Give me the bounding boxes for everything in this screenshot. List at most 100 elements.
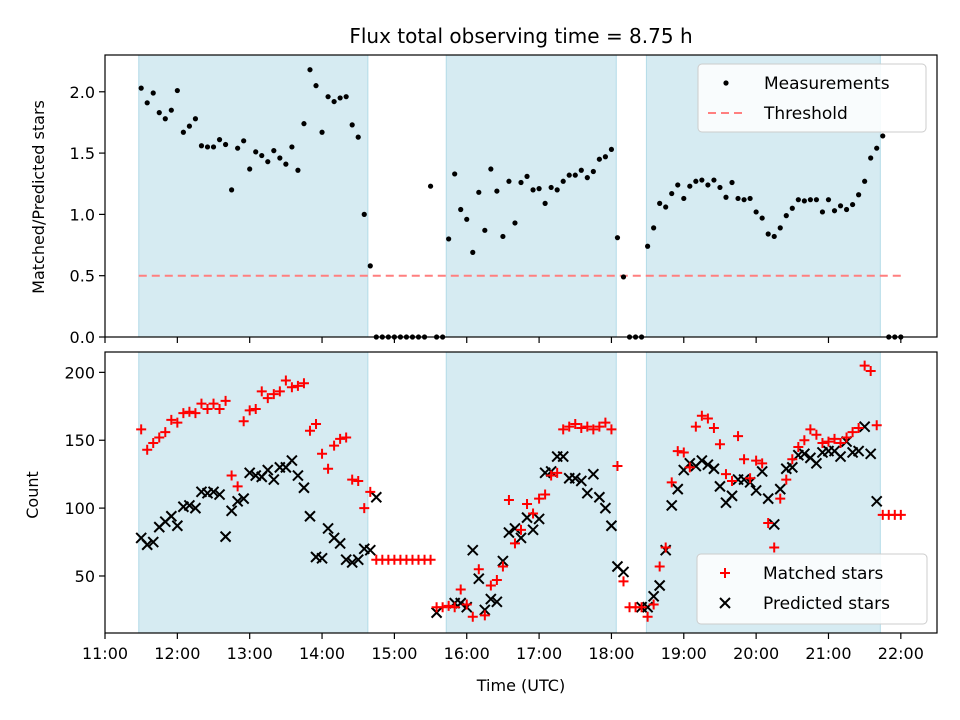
bottom-shade-0	[138, 351, 369, 634]
measurement-point	[204, 144, 211, 150]
matched-star-point	[142, 444, 153, 455]
predicted-star-point	[165, 510, 178, 522]
matched-star-point	[606, 424, 617, 435]
predicted-star-point	[364, 544, 376, 556]
top-panel: 0.00.51.01.52.0 Matched/Predicted stars …	[29, 54, 938, 347]
predicted-star-point	[298, 482, 310, 494]
measurement-point	[150, 90, 156, 96]
matched-star-point	[298, 378, 309, 389]
measurement-point	[313, 83, 319, 89]
matched-star-point	[720, 469, 731, 480]
matched-star-point	[690, 421, 701, 432]
measurement-point	[801, 198, 807, 204]
matched-star-point	[612, 461, 623, 472]
matched-star-point	[232, 481, 243, 492]
matched-star-point	[528, 508, 539, 519]
matched-star-point	[769, 542, 780, 553]
predicted-star-point	[509, 522, 521, 535]
predicted-star-point	[316, 552, 328, 565]
predicted-star-point	[213, 488, 226, 501]
matched-star-point	[304, 425, 315, 436]
measurement-point	[614, 235, 621, 241]
predicted-star-point	[268, 473, 280, 486]
predicted-star-point	[557, 450, 569, 463]
measurement-point	[343, 94, 349, 100]
measurement-point	[337, 95, 343, 101]
matched-star-point	[847, 427, 858, 438]
matched-star-point	[522, 499, 533, 510]
x-tick-label: 18:00	[588, 644, 634, 663]
measurement-point	[663, 204, 669, 210]
predicted-star-point	[569, 472, 581, 484]
x-tick-label: 12:00	[154, 644, 200, 663]
measurement-point	[452, 171, 458, 177]
predicted-star-point	[702, 458, 714, 471]
matched-star-point	[497, 561, 508, 572]
predicted-star-point	[225, 505, 238, 517]
matched-star-point	[775, 493, 786, 504]
measurement-point	[819, 209, 826, 215]
bottom-y-tick-label: 100	[64, 499, 95, 518]
measurement-point	[651, 225, 657, 231]
matched-star-point	[799, 435, 810, 446]
matched-star-point	[727, 475, 738, 486]
measurement-point	[156, 110, 162, 116]
bottom-legend-marker	[720, 568, 730, 578]
measurement-point	[789, 205, 795, 211]
matched-star-point	[244, 405, 255, 416]
measurement-point	[355, 134, 361, 140]
measurement-point	[259, 152, 265, 159]
measurement-point	[253, 149, 259, 155]
predicted-star-point	[653, 579, 666, 592]
matched-star-point	[323, 463, 334, 474]
predicted-star-point	[726, 490, 738, 502]
matched-star-point	[841, 432, 852, 443]
matched-star-point	[136, 424, 147, 435]
matched-star-point	[666, 477, 677, 488]
predicted-star-point	[322, 522, 334, 535]
matched-star-point	[509, 538, 520, 549]
matched-star-point	[329, 440, 340, 451]
bottom-legend-box	[696, 553, 928, 625]
matched-star-point	[793, 442, 804, 453]
x-tick-label: 22:00	[878, 644, 924, 663]
matched-star-point	[570, 418, 581, 429]
measurement-point	[735, 195, 741, 202]
matched-star-point	[280, 375, 291, 386]
top-y-tick-label: 0.0	[70, 328, 95, 347]
matched-star-point	[467, 611, 478, 622]
matched-star-point	[588, 424, 599, 435]
measurement-point	[669, 190, 675, 197]
matched-star-point	[540, 489, 551, 500]
predicted-star-point	[871, 495, 883, 508]
matched-star-point	[455, 584, 466, 595]
predicted-star-point	[231, 495, 244, 508]
matched-star-point	[733, 431, 744, 442]
measurement-point	[880, 133, 886, 139]
matched-star-point	[503, 494, 514, 505]
measurement-point	[566, 172, 572, 178]
matched-star-point	[660, 542, 671, 553]
matched-star-point	[214, 404, 225, 415]
measurement-point	[138, 85, 144, 91]
matched-star-point	[636, 602, 647, 613]
top-shade-1	[445, 54, 617, 338]
predicted-star-point	[587, 468, 600, 480]
matched-star-point	[479, 610, 490, 621]
predicted-star-point	[479, 604, 491, 616]
predicted-star-point	[599, 502, 612, 514]
matched-star-point	[148, 437, 159, 448]
measurement-point	[216, 137, 223, 143]
top-shade-0	[138, 54, 369, 338]
matched-star-point	[491, 575, 502, 586]
measurement-point	[874, 145, 880, 151]
predicted-star-point	[171, 520, 184, 532]
matched-star-point	[552, 467, 563, 478]
measurement-point	[271, 148, 277, 154]
measurement-point	[578, 167, 584, 173]
top-legend-label: Measurements	[764, 74, 890, 94]
top-y-tick-label: 0.5	[70, 267, 95, 286]
predicted-star-point	[147, 536, 159, 548]
predicted-star-point	[292, 469, 304, 482]
predicted-star-point	[834, 450, 847, 463]
